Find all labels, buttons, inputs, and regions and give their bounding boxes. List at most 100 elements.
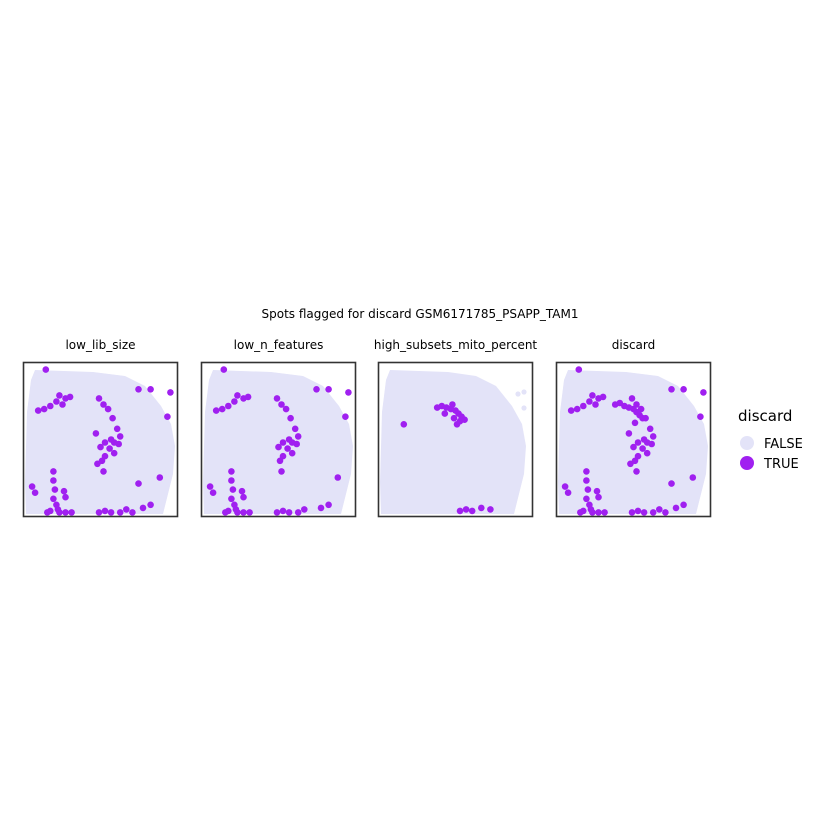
flagged-spot <box>231 398 238 405</box>
flagged-spot <box>450 414 458 422</box>
flagged-spot <box>662 509 669 516</box>
flagged-spot <box>275 443 282 451</box>
false-spot <box>521 389 527 395</box>
flagged-spot <box>449 401 456 408</box>
flagged-spot <box>577 509 584 516</box>
flagged-spot <box>628 395 636 402</box>
flagged-spot <box>95 509 103 516</box>
flagged-spot <box>583 495 590 503</box>
flagged-spot <box>109 414 116 422</box>
flagged-spot <box>34 407 42 414</box>
flagged-spot <box>294 509 302 516</box>
facet-panels: low_lib_size low_n_features high_subsets_m… <box>22 338 712 518</box>
flagged-spot <box>116 433 124 440</box>
flagged-spot <box>234 392 241 399</box>
flagged-spot <box>583 477 590 484</box>
flagged-spot <box>209 489 217 496</box>
flagged-spot <box>66 393 74 401</box>
flagged-spot <box>273 395 281 402</box>
facet-panel-low_lib_size: low_lib_size <box>22 338 179 518</box>
flagged-spot <box>279 507 287 515</box>
facet-label: high_subsets_mito_percent <box>374 338 538 352</box>
flagged-spot <box>633 468 640 475</box>
flagged-spot <box>50 495 57 503</box>
flagged-spot <box>601 509 608 516</box>
flagged-spot <box>639 445 646 452</box>
flagged-spot <box>212 407 220 414</box>
flagged-spot <box>680 386 687 393</box>
flagged-spot <box>592 401 599 408</box>
flagged-spot <box>228 477 235 484</box>
flagged-spot <box>656 506 663 513</box>
flagged-spot <box>107 509 115 516</box>
flagged-spot <box>92 430 100 437</box>
facet-label: low_n_features <box>234 338 324 352</box>
flagged-spot <box>575 366 583 373</box>
flagged-spot <box>456 507 464 515</box>
flagged-spot <box>589 509 596 516</box>
flagged-spot <box>279 439 287 446</box>
flagged-spot <box>285 436 293 443</box>
flagged-spot <box>220 366 228 373</box>
flagged-spot <box>106 445 113 452</box>
flagged-spot <box>288 449 296 457</box>
flagged-spot <box>123 506 130 513</box>
flagged-spot <box>487 506 494 513</box>
flagged-spot <box>634 439 642 446</box>
flagged-spot <box>640 509 648 516</box>
facet-panel-high_subsets_mito_percent: high_subsets_mito_percent <box>374 338 538 518</box>
flagged-spot <box>156 474 164 481</box>
flagged-spot <box>700 389 707 396</box>
flagged-spot <box>278 468 285 475</box>
flagged-spot <box>68 509 75 516</box>
false-spot <box>521 405 527 411</box>
panel-border <box>555 361 712 518</box>
flagged-spot <box>53 398 60 405</box>
flagged-spot <box>642 414 649 422</box>
flagged-spot <box>628 509 636 516</box>
flagged-spot <box>573 405 581 413</box>
flagged-spot <box>649 509 657 516</box>
flagged-spot <box>101 439 109 446</box>
facet-label: low_lib_size <box>65 338 135 352</box>
flagged-spot <box>95 395 103 402</box>
facet-label: discard <box>612 338 656 352</box>
flagged-spot <box>668 386 675 393</box>
flagged-spot <box>584 486 592 493</box>
flagged-spot <box>282 405 290 413</box>
flagged-spot <box>110 449 118 457</box>
flagged-spot <box>47 402 54 410</box>
flagged-spot <box>634 507 642 515</box>
flagged-spot <box>240 493 247 501</box>
flagged-spot <box>317 504 325 512</box>
flagged-spot <box>147 386 154 393</box>
flagged-spot <box>276 457 284 465</box>
flagged-spot <box>51 486 59 493</box>
flagged-spot <box>680 501 687 509</box>
flagged-spot <box>59 401 66 408</box>
flagged-spot <box>238 487 246 495</box>
flagged-spot <box>107 436 115 443</box>
flagged-spot <box>273 509 281 516</box>
flagged-spot <box>593 487 601 495</box>
flagged-spot <box>135 480 142 487</box>
flagged-spot <box>672 504 680 512</box>
flagged-spot <box>246 509 253 516</box>
flagged-spot <box>113 425 121 433</box>
flagged-spot <box>240 509 247 516</box>
facet-panel-low_n_features: low_n_features <box>200 338 357 518</box>
legend: discard FALSE TRUE <box>738 407 803 472</box>
flagged-spot <box>313 386 320 393</box>
flagged-spot <box>646 425 654 433</box>
flagged-spot <box>342 413 349 420</box>
flagged-spot <box>580 402 587 410</box>
flagged-spot <box>40 405 48 413</box>
flagged-spot <box>586 398 593 405</box>
flagged-spot <box>478 504 485 512</box>
flagged-spot <box>101 507 109 515</box>
flagged-spot <box>164 413 171 420</box>
flagged-spot <box>468 507 476 515</box>
flagged-spot <box>129 509 136 516</box>
flagged-spot <box>62 493 69 501</box>
